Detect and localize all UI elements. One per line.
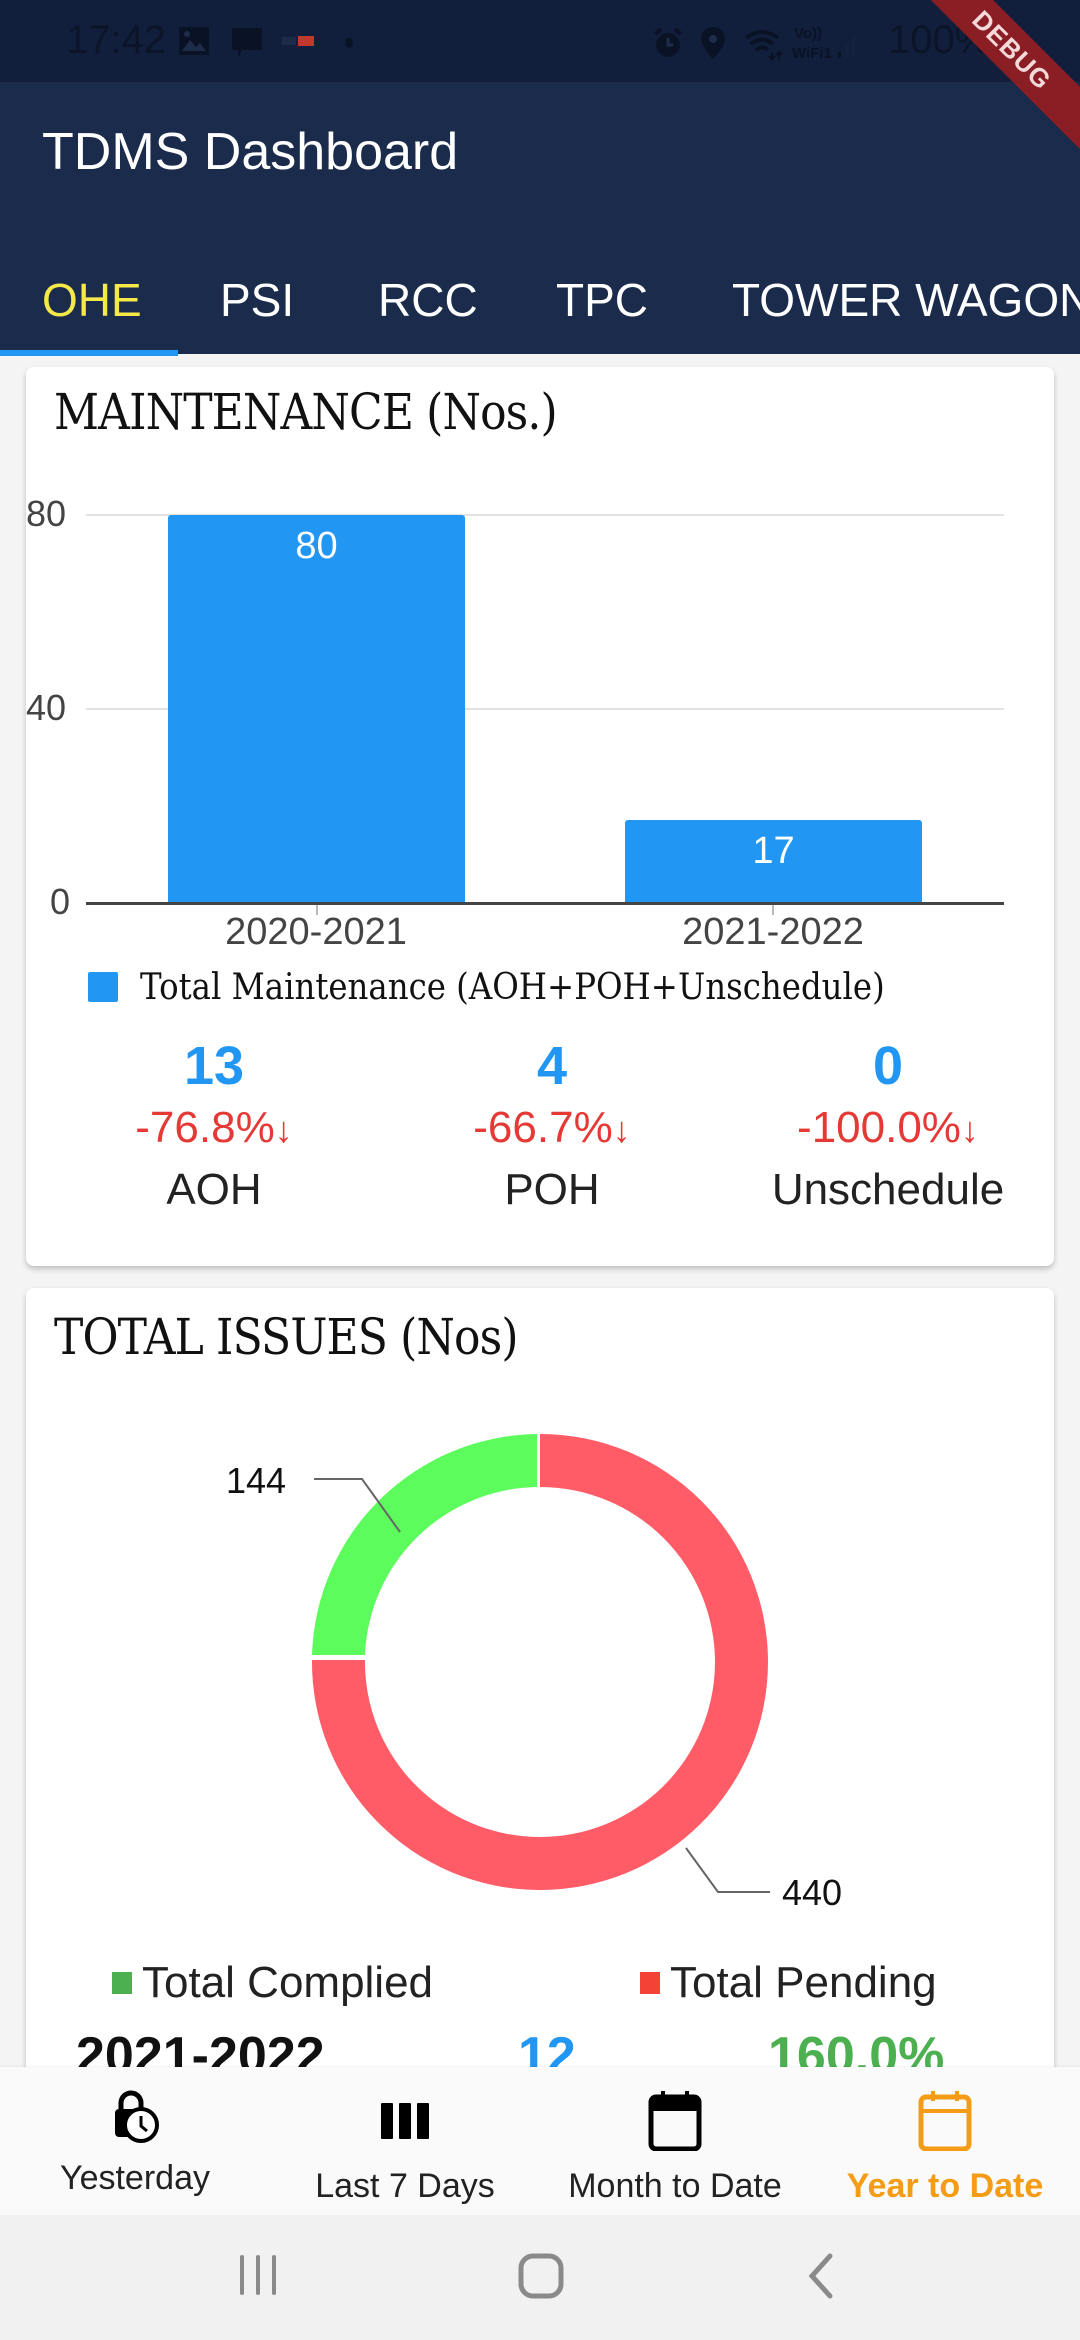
history-clock-icon xyxy=(107,2089,163,2150)
stat-unschedule: 0 -100.0%↓ Unschedule xyxy=(728,1035,1048,1215)
tab-psi[interactable]: PSI xyxy=(220,274,295,326)
x-label-2020-2021: 2020-2021 xyxy=(225,911,407,953)
bottom-navigation: Yesterday Last 7 Days Month to Date Year… xyxy=(0,2067,1080,2215)
nav-label: Month to Date xyxy=(568,2167,782,2205)
volte-wifi-icon: Vo)) WiFi1 xyxy=(792,22,862,67)
status-bar: 17:42 Vo)) WiFi1 100% xyxy=(0,0,1080,82)
stat-label: POH xyxy=(504,1165,600,1214)
status-time: 17:42 xyxy=(66,18,167,62)
x-axis-baseline xyxy=(86,902,1004,905)
issues-card: TOTAL ISSUES (Nos) 144 440 Total Complie… xyxy=(26,1288,1054,2188)
donut-label-pending: 440 xyxy=(782,1872,843,1913)
svg-text:WiFi1: WiFi1 xyxy=(792,45,832,62)
app-bar: TDMS Dashboard OHE PSI RCC TPC TOWER WAG… xyxy=(0,82,1080,356)
dcx-notification-icon xyxy=(282,34,316,53)
nav-label: Yesterday xyxy=(60,2159,210,2197)
x-tick xyxy=(772,905,774,915)
tab-bar: OHE PSI RCC TPC TOWER WAGON xyxy=(0,250,1080,354)
legend-label: Total Maintenance (AOH+POH+Unschedule) xyxy=(140,966,885,1008)
arrow-down-icon: ↓ xyxy=(274,1109,293,1150)
wifi-icon xyxy=(744,26,784,67)
y-tick-0: 0 xyxy=(50,881,71,922)
active-tab-indicator xyxy=(0,350,178,356)
stat-value: 4 xyxy=(536,1036,568,1096)
nav-last-7-days[interactable]: Last 7 Days xyxy=(270,2067,540,2215)
legend-item-pending[interactable]: Total Pending xyxy=(640,1958,937,2008)
arrow-down-icon: ↓ xyxy=(960,1109,979,1150)
gridline-80 xyxy=(86,514,1004,516)
donut-segment-complied[interactable] xyxy=(312,1434,537,1655)
nav-year-to-date[interactable]: Year to Date xyxy=(810,2067,1080,2215)
back-icon[interactable] xyxy=(806,2253,836,2304)
gridline-40 xyxy=(86,708,1004,710)
dot-icon xyxy=(344,36,354,54)
issues-title: TOTAL ISSUES (Nos) xyxy=(54,1308,519,1366)
arrow-down-icon: ↓ xyxy=(612,1109,631,1150)
svg-text:Vo)): Vo)) xyxy=(794,25,822,42)
stat-aoh: 13 -76.8%↓ AOH xyxy=(54,1035,374,1215)
x-label-2021-2022: 2021-2022 xyxy=(682,911,864,953)
stat-change: -66.7%↓ xyxy=(473,1103,631,1152)
nav-yesterday[interactable]: Yesterday xyxy=(0,2067,270,2215)
bar-value-label: 17 xyxy=(752,830,795,872)
week-bars-icon xyxy=(377,2089,433,2150)
y-tick-80: 80 xyxy=(26,493,67,534)
legend-label: Total Pending xyxy=(670,1958,937,2007)
leader-line-complied xyxy=(314,1478,401,1533)
tab-tower-wagon[interactable]: TOWER WAGON xyxy=(732,274,1080,326)
stat-change: -76.8%↓ xyxy=(135,1103,293,1152)
y-tick-40: 40 xyxy=(26,687,67,728)
recent-apps-icon[interactable] xyxy=(238,2253,278,2302)
bar-2020-2021[interactable]: 80 xyxy=(168,515,465,903)
donut-label-complied: 144 xyxy=(226,1460,287,1501)
tab-rcc[interactable]: RCC xyxy=(378,274,478,326)
location-icon xyxy=(700,26,726,65)
tab-tpc[interactable]: TPC xyxy=(556,274,648,326)
nav-label: Year to Date xyxy=(846,2167,1044,2205)
stat-value: 0 xyxy=(872,1036,904,1096)
legend-label: Total Complied xyxy=(142,1958,434,2007)
maintenance-legend: Total Maintenance (AOH+POH+Unschedule) xyxy=(88,965,967,1009)
system-navigation-bar xyxy=(0,2215,1080,2340)
stat-label: Unschedule xyxy=(771,1165,1005,1214)
x-tick xyxy=(316,905,318,915)
nav-month-to-date[interactable]: Month to Date xyxy=(540,2067,810,2215)
home-icon[interactable] xyxy=(518,2253,564,2304)
legend-item-complied[interactable]: Total Complied xyxy=(112,1958,433,2008)
legend-swatch-red xyxy=(640,1972,660,1994)
calendar-outline-icon xyxy=(917,2089,973,2156)
calendar-icon xyxy=(647,2089,703,2156)
alarm-icon xyxy=(652,26,684,65)
legend-swatch-blue xyxy=(88,972,118,1002)
stat-label: AOH xyxy=(166,1165,262,1214)
stat-value: 13 xyxy=(183,1036,245,1096)
nav-label: Last 7 Days xyxy=(315,2167,495,2205)
leader-line-pending xyxy=(685,1847,770,1893)
gallery-icon xyxy=(178,26,210,61)
bar-value-label: 80 xyxy=(295,525,338,567)
stat-change: -100.0%↓ xyxy=(797,1103,979,1152)
legend-swatch-green xyxy=(112,1972,132,1994)
tab-ohe[interactable]: OHE xyxy=(42,274,142,326)
maintenance-title: MAINTENANCE (Nos.) xyxy=(54,383,558,441)
page-title: TDMS Dashboard xyxy=(42,123,459,181)
issues-donut-chart xyxy=(311,1434,770,1893)
maintenance-card: MAINTENANCE (Nos.) 80 40 0 80 17 2020-20… xyxy=(26,367,1054,1266)
message-icon xyxy=(230,26,264,65)
bar-2021-2022[interactable]: 17 xyxy=(625,820,922,903)
stat-poh: 4 -66.7%↓ POH xyxy=(392,1035,712,1215)
